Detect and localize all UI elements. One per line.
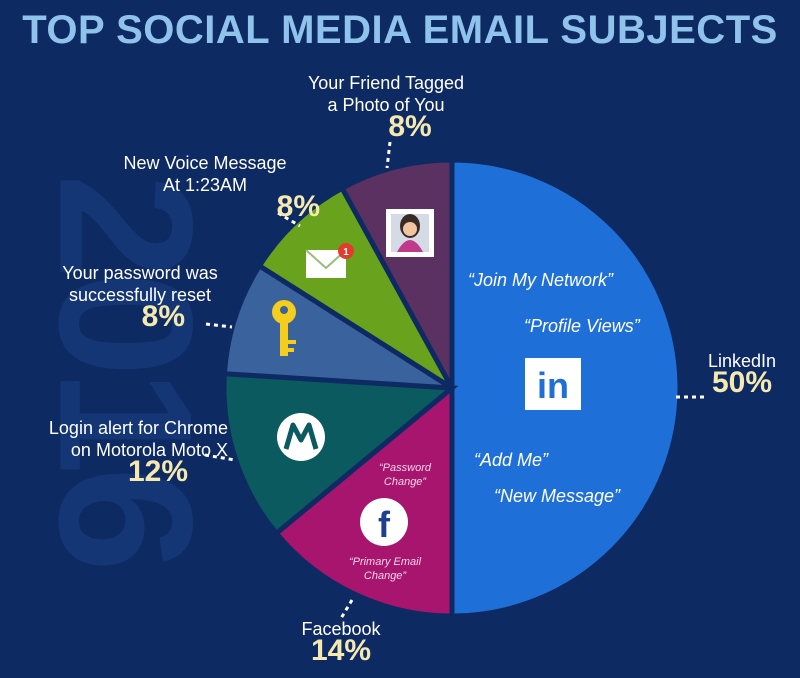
label-password-line1: Your password was [62, 263, 218, 283]
pie-slice-your-password-was-successfully-reset [221, 262, 454, 391]
label-friend-value: 8% [388, 110, 432, 143]
leader-motorola [204, 453, 236, 462]
facebook-subject-b-line1: “Primary Email [348, 556, 422, 568]
label-password: Your password was successfully reset 8% [40, 262, 240, 333]
pie-slice-facebook [272, 382, 455, 619]
linkedin-subject: “New Message” [494, 486, 621, 506]
label-voice: New Voice Message At 1:23AM 8% [110, 152, 320, 222]
linkedin-subject: “Profile Views” [524, 316, 640, 336]
leader-friend [385, 141, 392, 169]
label-facebook-value: 14% [310, 634, 372, 667]
pie-slice-login-alert-for-chrome-on-motorola-moto-x [221, 371, 459, 537]
label-password-line2: successfully reset [68, 285, 212, 305]
svg-text:1: 1 [343, 247, 349, 258]
linkedin-subject: “Add Me” [474, 450, 549, 470]
facebook-subject: “Primary Email Change” [330, 555, 440, 583]
key-icon [272, 300, 296, 356]
facebook-logo-icon: f [360, 498, 408, 546]
label-linkedin: LinkedIn 50% [697, 350, 787, 399]
facebook-subject: “Password Change” [360, 461, 450, 489]
profile-photo-icon [386, 209, 434, 257]
leader-facebook [338, 599, 354, 621]
label-friend: Your Friend Tagged a Photo of You 8% [290, 72, 482, 142]
label-motorola-line1: Login alert for Chrome [48, 418, 228, 438]
svg-text:f: f [378, 504, 391, 545]
label-voice-value: 8% [276, 190, 320, 223]
facebook-subject-a-line1: “Password [379, 462, 431, 474]
envelope-icon: 1 [305, 243, 354, 278]
label-voice-line1: New Voice Message [123, 153, 287, 173]
label-voice-line2: At 1:23AM [162, 175, 248, 195]
label-linkedin-value: 50% [711, 366, 773, 399]
label-linkedin-name: LinkedIn [707, 351, 777, 371]
label-motorola-value: 12% [127, 455, 189, 488]
linkedin-subject: “Join My Network” [468, 270, 614, 290]
facebook-subject-b-line2: Change” [363, 570, 407, 582]
linkedin-logo-icon: in [525, 358, 581, 410]
svg-text:in: in [537, 365, 569, 406]
label-password-value: 8% [141, 300, 185, 333]
motorola-logo-icon [277, 413, 325, 461]
label-facebook-name: Facebook [301, 619, 381, 639]
pie-slice-new-voice-message-at-1-23am [256, 184, 455, 391]
label-motorola: Login alert for Chrome on Motorola Moto … [6, 417, 228, 488]
label-friend-line1: Your Friend Tagged [307, 73, 465, 93]
label-facebook: Facebook 14% [286, 618, 396, 667]
chart-title: TOP SOCIAL MEDIA EMAIL SUBJECTS [22, 8, 778, 52]
label-motorola-line2: on Motorola Moto X [70, 440, 228, 460]
facebook-subject-a-line2: Change” [383, 476, 427, 488]
label-friend-line2: a Photo of You [327, 95, 445, 115]
